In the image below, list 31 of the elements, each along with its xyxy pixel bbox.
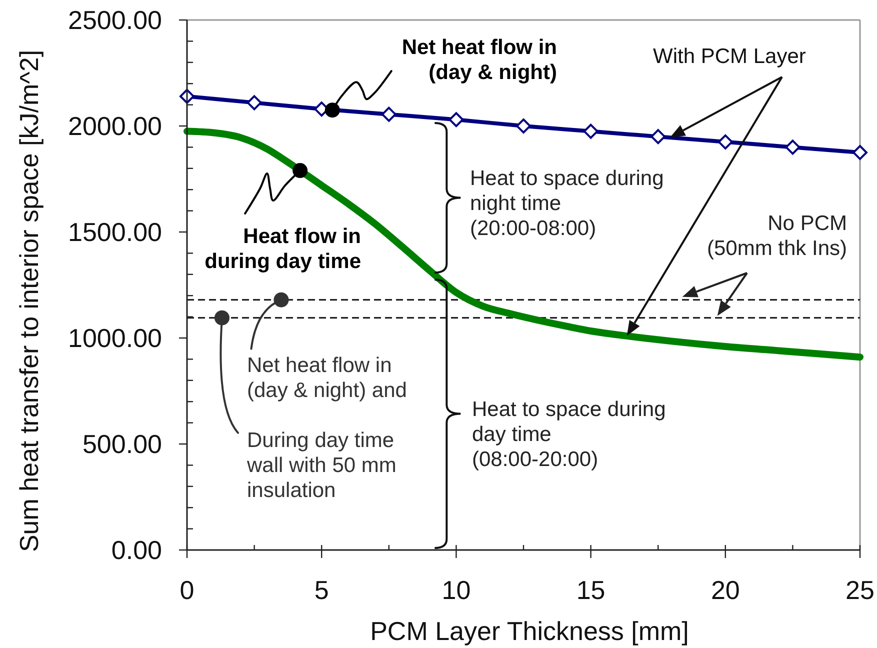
point [381, 106, 396, 122]
y-tick-label: 2000.00 [68, 111, 162, 141]
annotation: With PCM Layer [653, 45, 806, 68]
x-tick-label: 20 [710, 575, 740, 605]
point [448, 112, 464, 128]
annotation: Heat flow in during day time [204, 225, 361, 273]
x-tick-label: 15 [576, 575, 606, 605]
y-tick-label: 0.00 [111, 535, 162, 565]
annotation: No PCM (50mm thk Ins) [706, 212, 847, 260]
x-tick-label: 25 [846, 575, 874, 605]
annotation: Net heat flow in (day & night) [402, 36, 557, 84]
y-tick-label: 500.00 [82, 429, 162, 459]
point [246, 95, 262, 110]
point [583, 124, 598, 139]
annotation: Heat to space during night time (20:00-08:00) [470, 167, 664, 240]
x-axis-title: PCM Layer Thickness [mm] [370, 616, 689, 646]
y-tick-label: 2500.00 [68, 5, 162, 35]
point [785, 140, 800, 155]
y-tick-label: 1000.00 [68, 323, 162, 353]
point [852, 145, 868, 160]
x-tick-label: 0 [180, 575, 194, 605]
point [650, 129, 666, 144]
y-axis-title: Sum heat transfer to interior space [kJ/m^2] [14, 50, 44, 552]
annotation: Heat to space during day time (08:00-20:00) [472, 398, 666, 471]
point [516, 118, 531, 134]
y-tick-label: 1500.00 [68, 217, 162, 247]
x-tick-label: 10 [442, 575, 471, 605]
annotation: Net heat flow in (day & night) and [247, 354, 407, 402]
point [718, 134, 733, 150]
annotation: During day time wall with 50 mm insulation [246, 429, 396, 502]
x-tick-label: 5 [314, 575, 329, 605]
